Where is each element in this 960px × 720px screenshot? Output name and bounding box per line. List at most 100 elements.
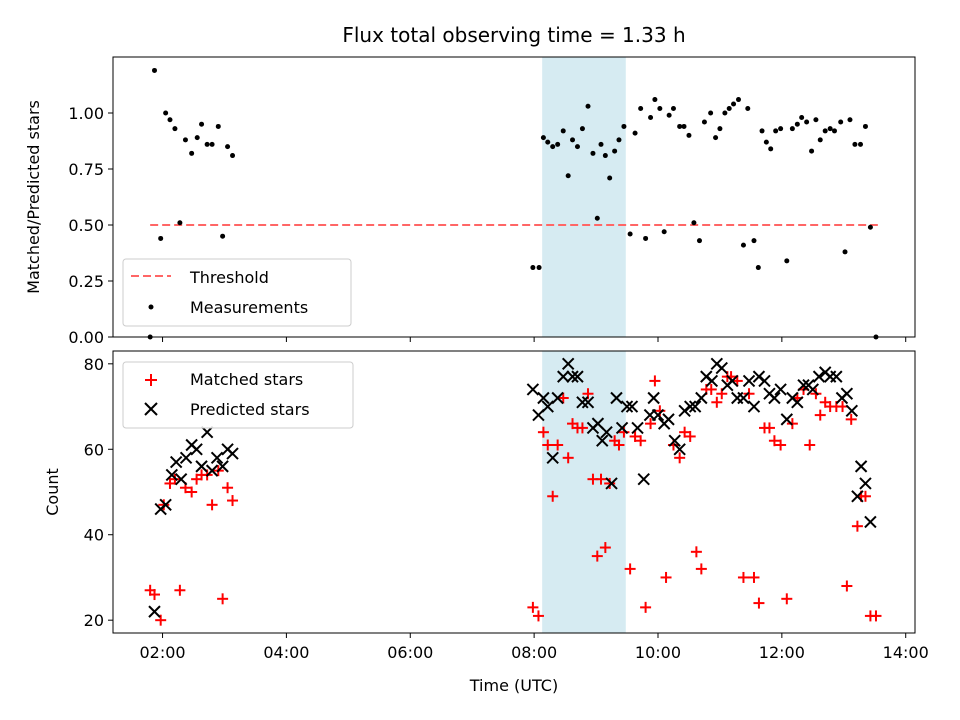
bottom-panel: 20 40 60 80 02:00 04:00 06:00 08:00 10:00 12:00 1… [43,350,929,695]
predicted-star-point [551,391,564,405]
predicted-star-point [742,374,756,388]
matched-star-point [537,426,549,438]
measurement-point [204,141,210,147]
predicted-star-point [610,391,623,405]
x-tick-label: 02:00 [139,643,185,662]
matched-star-point [768,435,780,447]
matched-star-point [562,452,574,464]
predicted-star-point [605,477,618,490]
predicted-star-point [546,451,559,465]
bottom-legend-box [122,361,354,429]
measurement-point [632,130,638,136]
predicted-star-point [845,404,859,418]
measurement-point [696,238,702,244]
predicted-star-point [668,434,681,447]
matched-star-point [206,499,218,511]
predicted-star-point [737,391,750,405]
matched-star-point [870,610,882,622]
predicted-star-point [615,421,629,435]
measurement-point [652,97,658,103]
top-shaded-interval [542,57,626,337]
measurement-point [852,141,858,147]
measurement-point [194,135,200,141]
predicted-star-point [581,396,595,409]
top-axes-frame [112,56,916,338]
matched-star-point [629,430,641,442]
predicted-star-point [747,400,761,413]
measurement-point [579,126,585,132]
predicted-star-point [726,374,739,388]
bottom-y-tick-label: 40 [84,526,104,545]
predicted-star-point [705,374,719,388]
matched-star-point [649,375,661,387]
measurement-point [545,139,551,145]
predicted-star-point [768,391,781,405]
measurement-point [789,126,795,132]
matched-star-point [613,439,625,451]
measurement-point [550,144,556,150]
bottom-x-ticks: 02:00 04:00 06:00 08:00 10:00 12:00 14:00 [139,633,929,662]
predicted-star-point [169,455,183,469]
measurement-point [842,249,848,255]
predicted-star-point [190,443,203,456]
measurement-point [209,141,215,147]
measurement-point [778,126,784,132]
predicted-star-point [797,378,810,392]
predicted-star-point [780,413,794,426]
matched-star-point [148,589,160,601]
measurement-point [794,121,800,127]
measurement-point [670,106,676,112]
measurement-point [530,265,536,271]
measurement-point [708,110,714,116]
measurement-point [817,137,823,143]
measurement-point [731,101,737,107]
matched-star-point [679,426,691,438]
measurement-point [570,137,576,143]
measurement-point [759,128,765,134]
measurement-point [809,148,815,154]
measurement-point [167,117,173,123]
predicted-star-point [526,383,540,396]
predicted-star-point [673,443,686,456]
top-y-ticks: 0.00 0.25 0.50 0.75 1.00 [68,104,113,347]
matched-star-point [753,597,765,609]
measurement-point [598,141,604,147]
measurement-point [847,117,853,123]
matched-star-point [775,439,787,451]
legend-measurements-label: Measurements [190,298,308,317]
predicted-star-point [159,498,172,512]
measurement-point [158,235,164,241]
measurement-point [686,132,692,138]
predicted-star-point [683,400,697,413]
legend-threshold-label: Threshold [189,268,269,287]
measurement-point [230,153,236,159]
legend-measurements-swatch [148,304,154,310]
matched-star-point [222,482,234,494]
matched-star-point [174,584,186,596]
measurement-point [560,128,566,134]
top-legend-box [122,258,352,327]
predicted-star-point [576,396,589,409]
x-tick-label: 08:00 [511,643,557,662]
measurement-point [726,106,732,112]
measurement-point [602,153,608,159]
matched-star-point [527,601,539,613]
matched-star-point [684,430,696,442]
measurement-point [585,103,591,109]
matched-star-point [547,490,559,502]
measurement-point [540,135,546,141]
legend-predicted-label: Predicted stars [190,400,310,419]
measurement-point [773,128,779,134]
predicted-star-point [537,391,550,405]
top-y-tick-label: 0.75 [68,160,104,179]
bottom-y-ticks: 20 40 60 80 [84,355,113,630]
predicted-star-point [195,460,208,473]
measurement-point [740,242,746,248]
measurement-point [831,128,837,134]
predicted-star-point [688,400,702,413]
matched-star-point [217,593,229,605]
measurement-point [621,123,627,129]
matched-star-point [552,439,564,451]
x-tick-label: 12:00 [759,643,805,662]
